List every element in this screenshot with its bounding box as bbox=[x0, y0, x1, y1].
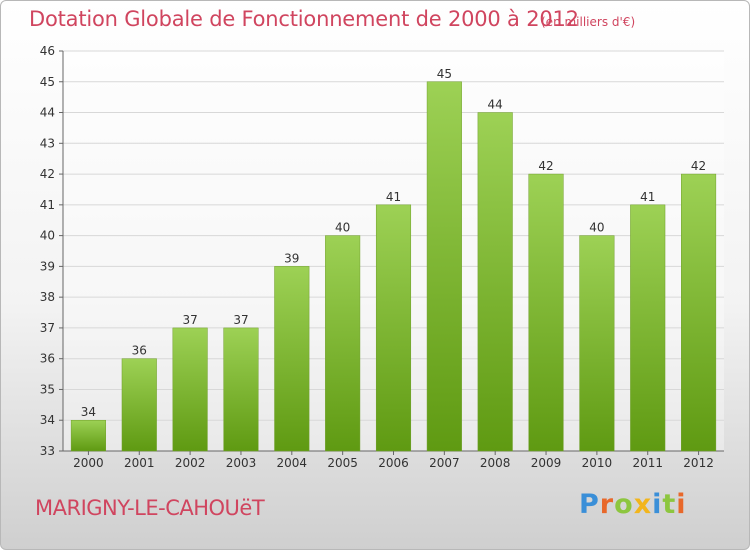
logo-letter: P bbox=[579, 489, 600, 520]
bar bbox=[223, 327, 259, 452]
data-label: 40 bbox=[335, 221, 350, 235]
bar bbox=[477, 112, 513, 452]
x-tick-label: 2012 bbox=[683, 456, 714, 470]
data-label: 42 bbox=[691, 159, 706, 173]
bar bbox=[630, 204, 666, 452]
bar bbox=[325, 235, 361, 452]
bar bbox=[426, 81, 462, 452]
bar bbox=[579, 235, 615, 452]
logo-letter: o bbox=[614, 489, 634, 520]
x-tick-label: 2004 bbox=[277, 456, 308, 470]
data-label: 36 bbox=[132, 344, 147, 358]
x-tick-label: 2009 bbox=[531, 456, 562, 470]
y-tick-label: 42 bbox=[40, 167, 55, 181]
x-tick-label: 2005 bbox=[327, 456, 358, 470]
y-tick-label: 46 bbox=[40, 44, 55, 58]
data-label: 41 bbox=[640, 190, 655, 204]
chart-title: Dotation Globale de Fonctionnement de 20… bbox=[29, 7, 579, 31]
y-tick-label: 38 bbox=[40, 290, 55, 304]
x-tick-label: 2002 bbox=[175, 456, 206, 470]
y-tick-label: 33 bbox=[40, 444, 55, 458]
y-tick-label: 44 bbox=[40, 106, 55, 120]
data-label: 42 bbox=[538, 159, 553, 173]
x-tick-label: 2011 bbox=[632, 456, 663, 470]
y-tick-label: 45 bbox=[40, 75, 55, 89]
data-label: 39 bbox=[284, 251, 299, 265]
bar bbox=[70, 419, 106, 452]
x-tick-label: 2006 bbox=[378, 456, 409, 470]
bar bbox=[681, 173, 717, 452]
data-label: 45 bbox=[437, 67, 452, 81]
data-label: 34 bbox=[81, 405, 96, 419]
x-tick-label: 2007 bbox=[429, 456, 460, 470]
chart-subtitle: (en milliers d'€) bbox=[541, 15, 636, 29]
data-label: 41 bbox=[386, 190, 401, 204]
bar bbox=[274, 266, 310, 452]
bar bbox=[121, 358, 157, 452]
data-label: 37 bbox=[182, 313, 197, 327]
x-tick-label: 2008 bbox=[480, 456, 511, 470]
y-tick-label: 35 bbox=[40, 382, 55, 396]
bar bbox=[528, 173, 564, 452]
commune-name: MARIGNY-LE-CAHOUëT bbox=[35, 496, 265, 520]
y-tick-label: 39 bbox=[40, 259, 55, 273]
logo-letter: i bbox=[676, 489, 687, 520]
y-tick-label: 37 bbox=[40, 321, 55, 335]
x-tick-label: 2003 bbox=[226, 456, 257, 470]
logo-letter: x bbox=[633, 489, 653, 520]
logo-letter: i bbox=[652, 489, 663, 520]
logo-letter: r bbox=[599, 489, 615, 520]
y-tick-label: 34 bbox=[40, 413, 55, 427]
x-tick-label: 2001 bbox=[124, 456, 155, 470]
y-tick-label: 36 bbox=[40, 352, 55, 366]
y-tick-label: 40 bbox=[40, 229, 55, 243]
proxiti-logo: Proxiti bbox=[579, 489, 687, 520]
data-label: 44 bbox=[488, 98, 503, 112]
data-label: 40 bbox=[589, 221, 604, 235]
x-tick-label: 2010 bbox=[582, 456, 613, 470]
y-tick-label: 41 bbox=[40, 198, 55, 212]
data-label: 37 bbox=[233, 313, 248, 327]
y-tick-label: 43 bbox=[40, 136, 55, 150]
logo-letter: t bbox=[662, 489, 677, 520]
x-tick-label: 2000 bbox=[73, 456, 104, 470]
bar bbox=[375, 204, 412, 452]
bar bbox=[172, 327, 208, 452]
